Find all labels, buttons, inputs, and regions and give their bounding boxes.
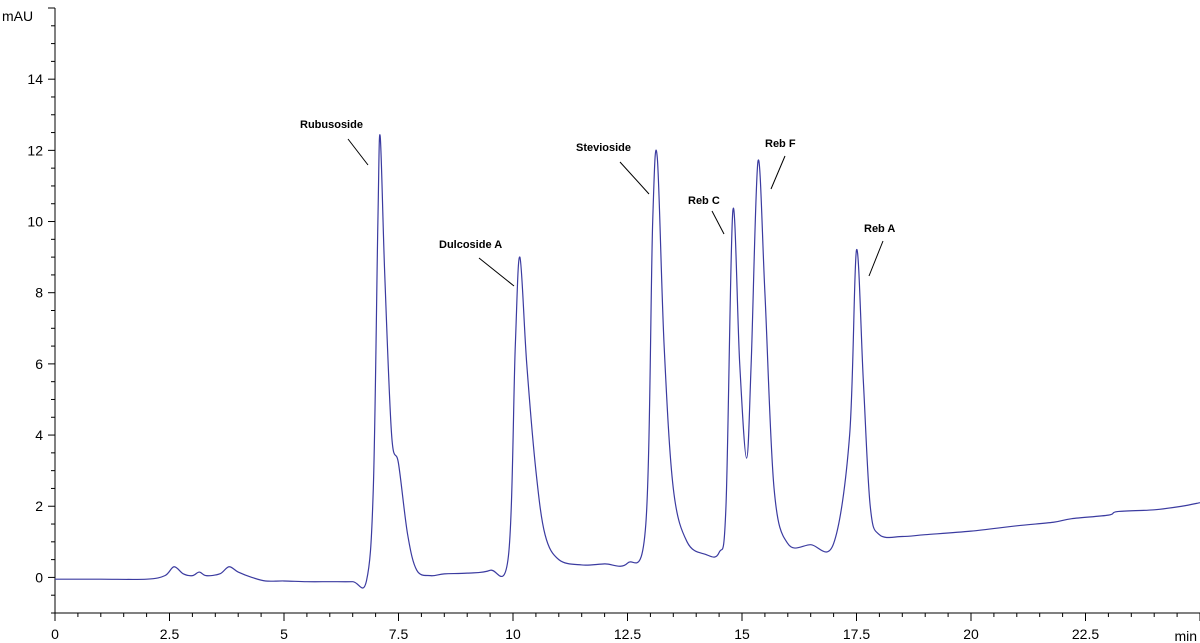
y-tick-label: 6 [35,356,43,372]
peak-label: Reb F [765,138,796,150]
peak-labels: Rubusoside Dulcoside A Stevioside Reb C Reb … [300,119,895,287]
x-tick-label: 17.5 [843,626,870,642]
peak-label: Rubusoside [300,119,363,131]
x-tick-label: 20 [963,626,979,642]
peak-leader-line [478,257,515,287]
x-tick-label: 2.5 [160,626,180,642]
peak-leader-line [347,138,369,166]
y-tick-label: 0 [35,569,43,585]
peak-label: Dulcoside A [439,239,502,251]
x-tick-label: 0 [51,626,59,642]
y-axis-unit-label: mAU [2,8,33,24]
x-tick-label: 12.5 [614,626,641,642]
y-tick-label: 14 [27,71,43,87]
y-tick-label: 10 [27,214,43,230]
y-tick-label: 4 [35,427,43,443]
chromatogram-trace [55,134,1200,589]
x-tick-label: 7.5 [389,626,409,642]
peak-leader-line [770,155,786,190]
peak-leader-line [868,240,884,277]
axes: 0 2 4 6 8 10 12 14 mAU 0 2.5 5 7.5 10 12.5 15 17.5 20 22.5… [2,7,1200,643]
y-tick-label: 8 [35,285,43,301]
x-tick-label: 10 [505,626,521,642]
y-tick-label: 2 [35,498,43,514]
y-tick-label: 12 [27,142,43,158]
peak-label: Reb A [864,223,895,235]
x-tick-label: 22.5 [1072,626,1099,642]
x-tick-label: 15 [734,626,750,642]
peak-label: Reb C [688,195,720,207]
chromatogram-line [55,134,1200,589]
x-axis-unit-label: min [1174,628,1197,643]
peak-leader-line [619,161,650,195]
peak-leader-line [711,210,725,235]
x-tick-label: 5 [280,626,288,642]
peak-label: Stevioside [576,142,631,154]
